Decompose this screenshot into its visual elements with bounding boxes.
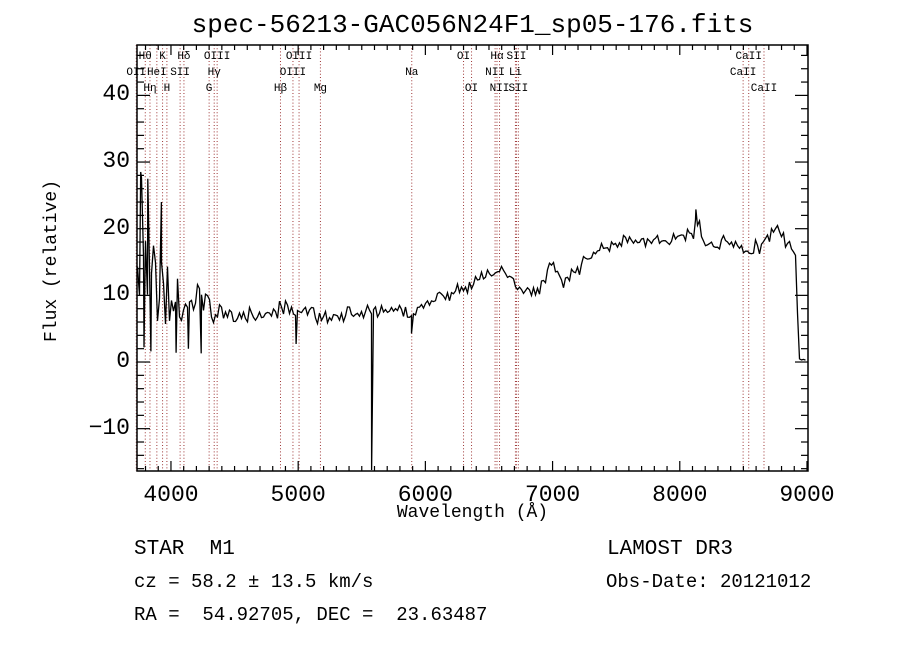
spectral-line-label: G <box>205 83 213 95</box>
cz-text: cz = 58.2 ± 13.5 km/s <box>134 571 374 593</box>
x-tick-label: 7000 <box>524 482 581 508</box>
spectral-line-label: SII <box>170 67 191 79</box>
spectral-line-label: H <box>163 83 171 95</box>
spectral-line-label: HeI <box>146 67 167 79</box>
spectral-line-label: OI <box>456 51 471 63</box>
spectral-line-label: CaII <box>729 67 757 79</box>
spectral-line-label: OIII <box>285 51 313 63</box>
x-tick-label: 9000 <box>779 482 835 508</box>
spectral-line-label: NII <box>489 83 510 95</box>
spectral-line-label: SII <box>506 51 527 63</box>
spectral-line-label: Hθ <box>138 51 152 63</box>
y-tick-label: 30 <box>102 148 130 175</box>
spectral-line-label: Hδ <box>177 51 191 63</box>
spectral-line-label: OIII <box>279 67 307 79</box>
spectral-line-label: SII <box>508 83 529 95</box>
spectral-line-label: CaII <box>750 83 778 95</box>
spectral-line-label: Hγ <box>207 67 221 79</box>
x-tick-label: 8000 <box>652 482 708 508</box>
spectral-line-label: OI <box>464 83 479 95</box>
spectral-line-label: Li <box>508 67 523 79</box>
y-tick-label: 10 <box>102 281 130 308</box>
obsdate-text: Obs-Date: 20121012 <box>606 571 812 593</box>
y-axis-label: Flux (relative) <box>42 179 62 343</box>
spectral-line-label: OIII <box>203 51 231 63</box>
classification-text: STAR M1 <box>134 538 235 561</box>
y-tick-label: 0 <box>116 348 130 375</box>
spectral-line-label: CaII <box>735 51 762 63</box>
x-tick-label: 6000 <box>397 482 453 508</box>
spectrum-curve <box>136 171 806 471</box>
spectral-line-label: OII <box>126 67 147 79</box>
plot-frame <box>136 44 809 472</box>
y-tick-label: 40 <box>102 81 130 108</box>
spectral-line-label: K <box>159 51 166 63</box>
spectral-line-label: NII <box>485 67 505 79</box>
spectral-line-label: Na <box>405 67 419 79</box>
y-tick-label: −10 <box>88 414 130 441</box>
x-axis-label: Wavelength (Å) <box>396 503 549 523</box>
spectral-line-label: Hη <box>143 83 157 95</box>
spectral-line-label: Hβ <box>273 83 288 95</box>
x-tick-label: 5000 <box>270 482 326 508</box>
radec-text: RA = 54.92705, DEC = 23.63487 <box>134 604 488 626</box>
survey-text: LAMOST DR3 <box>607 538 734 561</box>
spectral-line-label: Mg <box>313 83 328 95</box>
spectral-line-label: Hα <box>490 51 504 63</box>
x-tick-label: 4000 <box>143 482 199 508</box>
y-tick-label: 20 <box>102 214 130 241</box>
plot-title: spec-56213-GAC056N24F1_sp05-176.fits <box>191 10 754 40</box>
